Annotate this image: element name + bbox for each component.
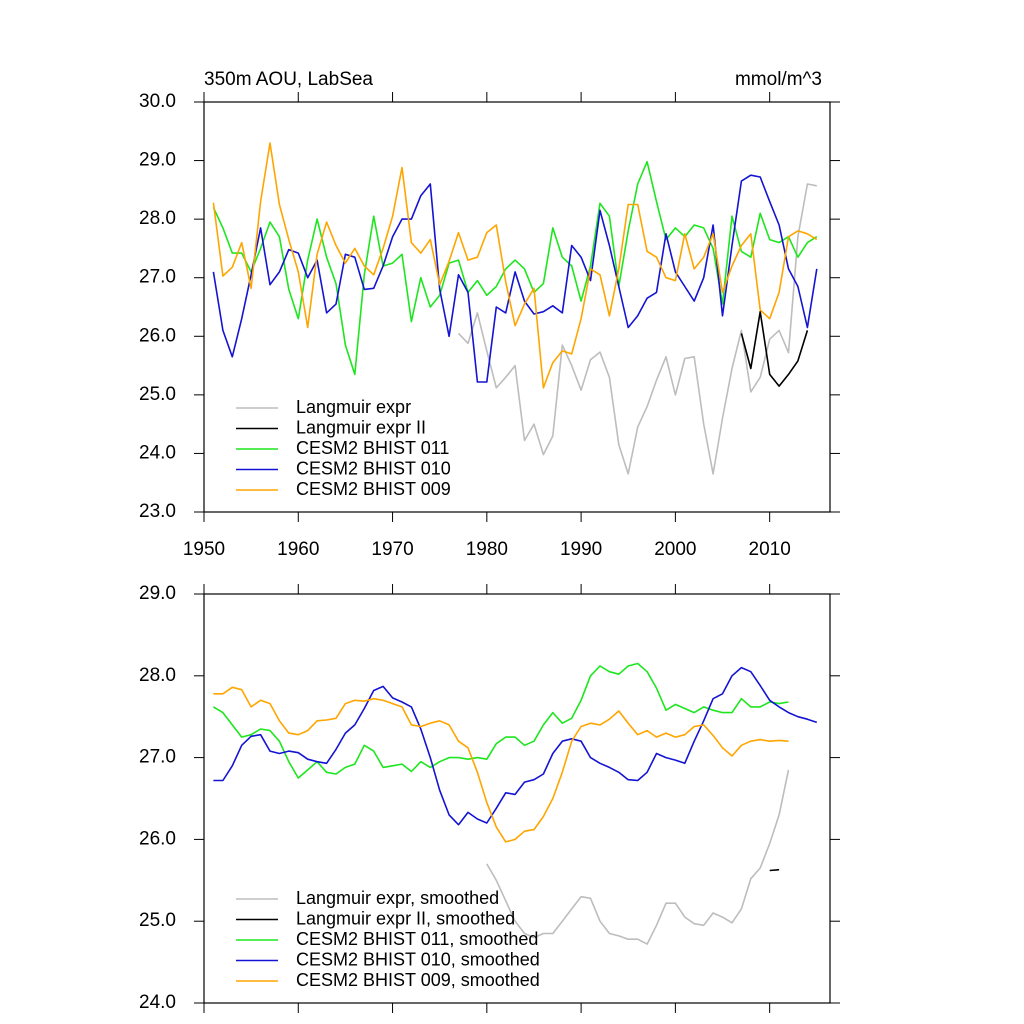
x-tick-label: 2000 <box>654 539 696 560</box>
legend-label: CESM2 BHIST 010, smoothed <box>296 949 540 969</box>
legend-label: Langmuir expr, smoothed <box>296 888 499 908</box>
x-tick-label: 1960 <box>277 539 319 560</box>
y-tick-label: 27.0 <box>139 267 176 288</box>
series-line <box>213 686 789 843</box>
legend-label: Langmuir expr <box>296 397 411 417</box>
series-line <box>212 160 818 376</box>
y-tick-label: 28.0 <box>139 665 176 686</box>
chart-title: 350m AOU, LabSea <box>204 69 373 90</box>
y-tick-label: 25.0 <box>139 384 176 405</box>
legend-label: CESM2 BHIST 009 <box>296 479 451 499</box>
y-tick-label: 30.0 <box>139 91 176 112</box>
legend-label: CESM2 BHIST 011, smoothed <box>296 929 538 949</box>
series-line <box>212 142 818 389</box>
y-tick-label: 29.0 <box>139 150 176 171</box>
y-tick-label: 26.0 <box>139 828 176 849</box>
x-tick-label: 1950 <box>183 539 225 560</box>
series-line <box>740 310 809 387</box>
legend-label: Langmuir expr II, smoothed <box>296 908 515 928</box>
legend-label: CESM2 BHIST 009, smoothed <box>296 970 540 990</box>
x-tick-label: 1970 <box>371 539 413 560</box>
series-line <box>212 174 818 383</box>
plot-frame <box>203 593 831 1004</box>
series-line <box>457 183 817 475</box>
y-tick-label: 23.0 <box>139 501 176 522</box>
y-tick-label: 24.0 <box>139 992 176 1013</box>
series-line <box>212 662 789 779</box>
y-tick-label: 24.0 <box>139 442 176 463</box>
units-label: mmol/m^3 <box>735 69 822 90</box>
series-line <box>486 769 790 945</box>
y-tick-label: 28.0 <box>139 208 176 229</box>
plot-frame <box>203 101 831 513</box>
y-tick-label: 26.0 <box>139 325 176 346</box>
x-tick-label: 2010 <box>749 539 791 560</box>
legend-label: Langmuir expr II <box>296 417 426 437</box>
series-line <box>213 666 818 826</box>
y-tick-label: 27.0 <box>139 747 176 768</box>
y-tick-label: 29.0 <box>139 583 176 604</box>
x-tick-label: 1990 <box>560 539 602 560</box>
x-tick-label: 1980 <box>466 539 508 560</box>
legend-label: CESM2 BHIST 011 <box>296 438 449 458</box>
legend-label: CESM2 BHIST 010 <box>296 458 451 478</box>
series-line <box>769 868 780 872</box>
y-tick-label: 25.0 <box>139 910 176 931</box>
